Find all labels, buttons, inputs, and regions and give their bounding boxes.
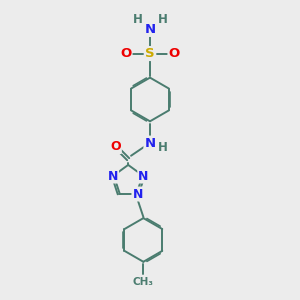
Text: CH₃: CH₃ [133,277,154,287]
Text: O: O [110,140,121,153]
Text: O: O [120,47,131,60]
Text: S: S [145,47,155,60]
Text: H: H [132,13,142,26]
Text: H: H [158,141,168,154]
Text: N: N [144,136,156,150]
Text: N: N [132,188,143,200]
Text: O: O [169,47,180,60]
Text: N: N [144,23,156,36]
Text: N: N [138,169,149,182]
Text: N: N [108,169,118,182]
Text: H: H [158,13,168,26]
